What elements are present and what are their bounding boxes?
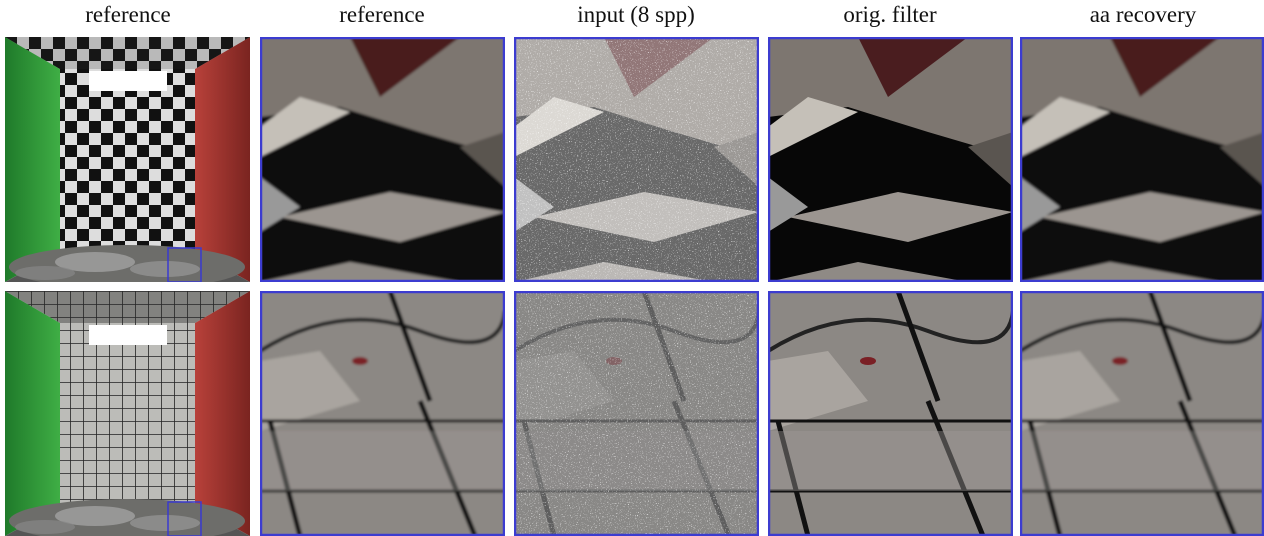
crop-image [768,291,1013,536]
column-header: reference [259,2,505,28]
scene-image [5,37,250,282]
crop-image [768,37,1013,282]
crop-image [260,291,505,536]
crop-image [1020,37,1264,282]
crop-image [514,291,759,536]
figure: reference reference input (8 spp) orig. … [0,0,1264,536]
crop-image [1020,291,1264,536]
crop-image [260,37,505,282]
scene-image [5,291,250,536]
column-header: aa recovery [1020,2,1264,28]
crop-image [514,37,759,282]
column-header: orig. filter [767,2,1013,28]
column-header: reference [5,2,251,28]
column-header: input (8 spp) [513,2,759,28]
